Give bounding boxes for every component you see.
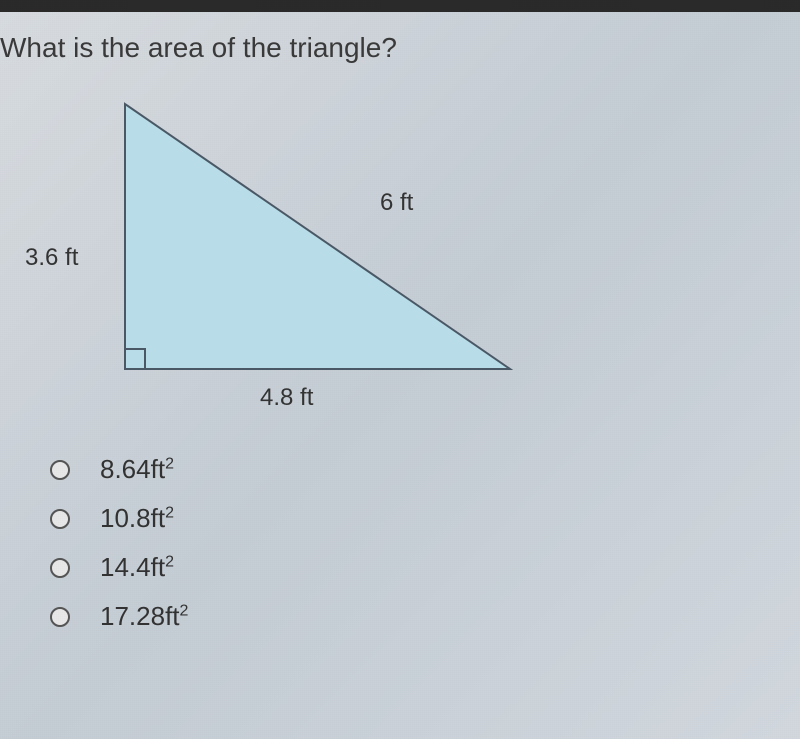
question-text: What is the area of the triangle? (0, 12, 800, 94)
label-bottom-side: 4.8 ft (260, 384, 313, 412)
option-row[interactable]: 14.4ft2 (50, 552, 800, 583)
radio-button[interactable] (50, 460, 70, 480)
top-bar (0, 0, 800, 12)
triangle-diagram: 3.6 ft 6 ft 4.8 ft (80, 94, 630, 414)
option-row[interactable]: 10.8ft2 (50, 503, 800, 534)
radio-button[interactable] (50, 509, 70, 529)
label-left-side: 3.6 ft (25, 244, 78, 272)
option-row[interactable]: 8.64ft2 (50, 454, 800, 485)
radio-button[interactable] (50, 558, 70, 578)
triangle-shape (125, 104, 510, 369)
answer-options: 8.64ft2 10.8ft2 14.4ft2 17.28ft2 (50, 454, 800, 632)
label-hypotenuse: 6 ft (380, 189, 413, 217)
triangle-svg (80, 94, 560, 394)
radio-button[interactable] (50, 607, 70, 627)
option-label: 14.4ft2 (100, 552, 174, 583)
option-label: 10.8ft2 (100, 503, 174, 534)
option-label: 17.28ft2 (100, 601, 188, 632)
option-label: 8.64ft2 (100, 454, 174, 485)
option-row[interactable]: 17.28ft2 (50, 601, 800, 632)
